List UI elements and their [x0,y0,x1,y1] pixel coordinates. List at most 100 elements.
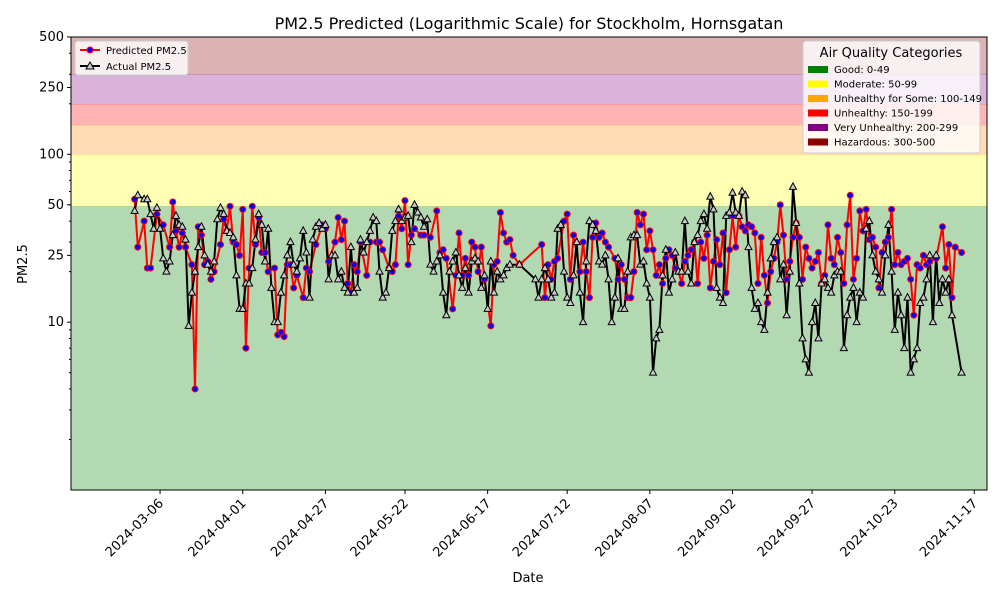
data-point [399,226,405,232]
data-point [272,265,278,271]
data-point [307,269,313,275]
y-axis-label: PM2.5 [16,244,31,284]
aqi-legend: Air Quality Categories Good: 0-49Moderat… [803,41,982,153]
data-point [952,244,958,250]
data-point [380,247,386,253]
data-point [644,247,650,253]
aqi-legend-swatch-3 [808,110,828,117]
data-point [946,242,952,248]
data-point [472,244,478,250]
data-point [685,252,691,258]
data-point [326,258,332,264]
aqi-legend-label-1: Moderate: 50-99 [834,80,917,91]
legend-predicted-label: Predicted PM2.5 [106,46,187,57]
data-point [135,244,141,250]
data-point [621,276,627,282]
data-point [704,232,710,238]
data-point [564,211,570,217]
x-tick-label-10: 2024-11-17 [917,496,981,560]
data-point [895,250,901,256]
data-point [838,250,844,256]
data-point [249,203,255,209]
data-point [208,276,214,282]
data-point [663,255,669,261]
aqi-legend-swatch-4 [808,124,828,131]
data-point [758,234,764,240]
x-tick-label-7: 2024-09-02 [675,496,739,560]
data-point [478,244,484,250]
data-point [615,276,621,282]
data-point [803,244,809,250]
data-point [717,262,723,268]
data-point [427,234,433,240]
x-axis-label: Date [512,571,543,586]
data-point [335,215,341,221]
chart-title: PM2.5 Predicted (Logarithmic Scale) for … [275,14,784,33]
data-point [176,244,182,250]
series-legend: Predicted PM2.5 Actual PM2.5 [75,41,188,75]
aqi-legend-label-2: Unhealthy for Some: 100-149 [834,94,982,105]
data-point [300,295,306,301]
data-point [237,252,243,258]
data-point [475,269,481,275]
data-point [167,244,173,250]
data-point [501,230,507,236]
data-point [338,237,344,243]
data-point [606,244,612,250]
data-point [227,203,233,209]
data-point [281,334,287,340]
data-point [240,206,246,212]
data-point [577,269,583,275]
data-point [462,255,468,261]
data-point [542,295,548,301]
data-point [586,295,592,301]
data-point [698,239,704,245]
aqi-legend-label-0: Good: 0-49 [834,65,890,76]
data-point [847,192,853,198]
data-point [183,244,189,250]
y-tick-label-2: 50 [47,198,64,213]
aqi-legend-swatch-2 [808,95,828,102]
data-point [634,210,640,216]
data-point [695,280,701,286]
data-point [714,237,720,243]
data-point [141,218,147,224]
data-point [920,252,926,258]
data-point [726,247,732,253]
data-point [637,222,643,228]
data-point [908,276,914,282]
data-point [939,224,945,230]
data-point [765,300,771,306]
legend-actual-label: Actual PM2.5 [106,62,171,73]
data-point [583,269,589,275]
y-tick-label-3: 100 [39,147,64,162]
data-point [660,280,666,286]
data-point [752,230,758,236]
x-tick-label-9: 2024-10-23 [838,496,902,560]
data-point [539,242,545,248]
y-tick-label-1: 25 [47,248,64,263]
data-point [412,226,418,232]
data-point [911,312,917,318]
data-point [831,262,837,268]
data-point [927,258,933,264]
data-point [768,269,774,275]
x-tick-label-4: 2024-06-17 [430,496,494,560]
x-tick-label-8: 2024-09-27 [755,496,819,560]
data-point [650,247,656,253]
data-point [262,250,268,256]
x-tick-label-2: 2024-04-27 [268,496,332,560]
data-point [850,276,856,282]
data-point [733,244,739,250]
aqi-legend-label-3: Unhealthy: 150-199 [834,109,933,120]
data-point [780,232,786,238]
data-point [421,232,427,238]
data-point [828,255,834,261]
data-point [571,232,577,238]
data-point [179,230,185,236]
data-point [787,258,793,264]
legend-predicted-marker [87,47,93,53]
data-point [332,239,338,245]
data-point [761,272,767,278]
